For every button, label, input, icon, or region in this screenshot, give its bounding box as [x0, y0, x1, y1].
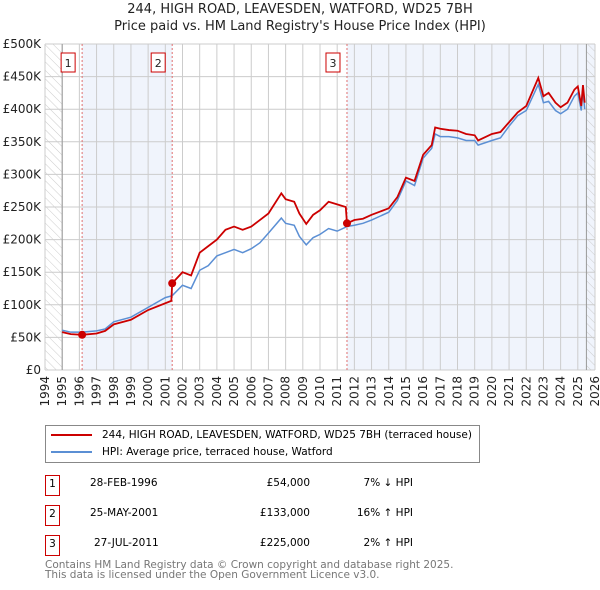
transaction-hpi-diff: 7% ↓ HPI — [363, 477, 413, 489]
x-tick-label: 2022 — [519, 376, 533, 407]
legend-swatch-hpi — [51, 451, 92, 453]
x-tick-label: 2002 — [176, 376, 190, 407]
y-tick-label: £350K — [3, 135, 43, 149]
transaction-row: 3 27-JUL-2011 £225,000 2% ↑ HPI — [45, 535, 445, 556]
x-tick-label: 2009 — [296, 376, 310, 407]
x-tick-label: 1995 — [55, 376, 69, 407]
legend: 244, HIGH ROAD, LEAVESDEN, WATFORD, WD25… — [45, 425, 480, 463]
x-tick-label: 2007 — [261, 376, 275, 407]
x-tick-label: 2005 — [227, 376, 241, 407]
y-tick-label: £0 — [26, 363, 41, 377]
sale-label: 2 — [155, 57, 162, 70]
transaction-date: 27-JUL-2011 — [94, 537, 159, 549]
plot-area: 1994 1995 1996 1997 1998 1999 2000 2001 2002 2003… — [3, 37, 600, 407]
y-tick-label: £400K — [3, 102, 43, 116]
footer-licence: This data is licensed under the Open Gov… — [45, 569, 380, 581]
transaction-price: £54,000 — [266, 477, 310, 489]
x-tick-label: 2017 — [433, 376, 447, 407]
x-tick-label: 1994 — [38, 376, 52, 407]
transaction-row: 1 28-FEB-1996 £54,000 7% ↓ HPI — [45, 475, 445, 496]
x-tick-label: 2012 — [347, 376, 361, 407]
chart-title: 244, HIGH ROAD, LEAVESDEN, WATFORD, WD25… — [127, 2, 473, 17]
x-tick-label: 2018 — [451, 376, 465, 407]
sale-label-box — [150, 52, 166, 73]
x-tick-label: 2013 — [365, 376, 379, 407]
x-tick-label: 2010 — [313, 376, 327, 407]
transaction-date: 28-FEB-1996 — [90, 477, 158, 489]
y-tick-label: £150K — [3, 265, 43, 279]
sale-label: 3 — [329, 57, 336, 70]
x-tick-label: 2008 — [279, 376, 293, 407]
x-tick-label: 2015 — [399, 376, 413, 407]
transaction-marker: 3 — [45, 535, 60, 556]
x-tick-label: 1999 — [124, 376, 138, 407]
x-tick-label: 1997 — [90, 376, 104, 407]
x-tick-label: 2023 — [536, 376, 550, 407]
x-tick-label: 2000 — [141, 376, 155, 407]
x-tick-label: 1998 — [107, 376, 121, 407]
x-tick-label: 2021 — [502, 376, 516, 407]
transaction-price: £225,000 — [259, 537, 310, 549]
x-tick-label: 2026 — [588, 376, 600, 407]
x-tick-label: 2016 — [416, 376, 430, 407]
x-tick-label: 2024 — [554, 376, 568, 407]
x-tick-label: 2001 — [158, 376, 172, 407]
sale-point — [342, 219, 351, 228]
footer: Contains HM Land Registry data © Crown c… — [45, 559, 454, 581]
x-tick-label: 2003 — [193, 376, 207, 407]
transaction-hpi-diff: 2% ↑ HPI — [363, 537, 413, 549]
legend-label-property: 244, HIGH ROAD, LEAVESDEN, WATFORD, WD25… — [102, 429, 472, 441]
transaction-row: 2 25-MAY-2001 £133,000 16% ↑ HPI — [45, 505, 445, 526]
x-tick-label: 1996 — [72, 376, 86, 407]
sale-point — [168, 279, 177, 288]
property-price-line — [61, 75, 586, 336]
sale-label-box — [60, 52, 76, 73]
x-tick-label: 2025 — [571, 376, 585, 407]
x-tick-label: 2004 — [210, 376, 224, 407]
transaction-date: 25-MAY-2001 — [90, 507, 159, 519]
sale-label-box — [325, 52, 341, 73]
transaction-marker: 2 — [45, 505, 60, 526]
y-tick-label: £200K — [3, 233, 43, 247]
y-tick-label: £450K — [3, 70, 43, 84]
hpi-line — [62, 82, 586, 333]
x-tick-label: 2011 — [330, 376, 344, 407]
x-tick-label: 2014 — [382, 376, 396, 407]
legend-label-hpi: HPI: Average price, terraced house, Watf… — [102, 446, 333, 458]
sale-point — [78, 330, 87, 339]
y-tick-label: £100K — [3, 298, 43, 312]
sale-label: 1 — [65, 57, 72, 70]
footer-copyright: Contains HM Land Registry data © Crown c… — [45, 559, 454, 571]
x-tick-label: 2020 — [485, 376, 499, 407]
y-tick-label: £300K — [3, 167, 43, 181]
y-tick-label: £50K — [10, 330, 42, 344]
y-tick-label: £500K — [3, 37, 43, 51]
x-tick-label: 2006 — [244, 376, 258, 407]
transaction-hpi-diff: 16% ↑ HPI — [356, 507, 413, 519]
legend-swatch-property — [51, 434, 92, 436]
y-tick-label: £250K — [3, 200, 43, 214]
transaction-marker: 1 — [45, 475, 60, 496]
chart-subtitle: Price paid vs. HM Land Registry's House … — [114, 19, 486, 34]
x-tick-label: 2019 — [468, 376, 482, 407]
transaction-price: £133,000 — [259, 507, 310, 519]
